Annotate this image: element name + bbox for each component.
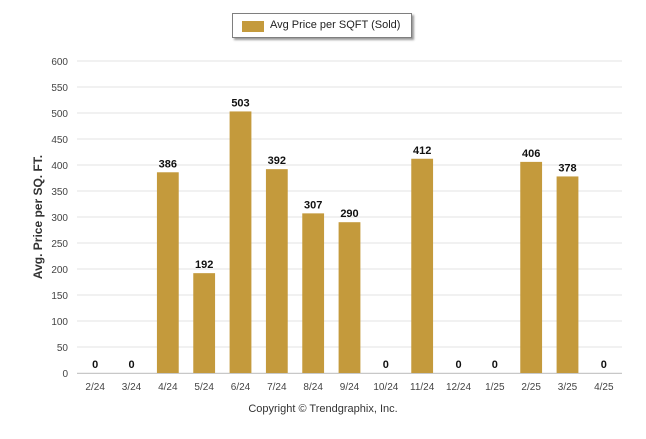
data-label: 378 [558,162,576,174]
copyright-footer: Copyright © Trendgraphix, Inc. [248,403,398,415]
x-tick-label: 4/24 [158,382,178,393]
legend: Avg Price per SQFT (Sold) [232,13,412,38]
y-tick-label: 350 [51,187,68,198]
data-label: 0 [92,359,98,371]
data-label: 0 [601,359,607,371]
bar [302,213,325,373]
legend-label: Avg Price per SQFT (Sold) [270,19,401,31]
y-tick-label: 550 [51,83,68,94]
data-label: 386 [159,158,177,170]
data-label: 0 [383,359,389,371]
y-tick-label: 50 [57,343,69,354]
legend-swatch [242,21,264,32]
y-tick-label: 300 [51,213,68,224]
x-tick-label: 4/25 [594,382,614,393]
y-tick-label: 200 [51,265,68,276]
x-tick-label: 11/24 [410,382,435,393]
data-label: 0 [492,359,498,371]
x-tick-label: 8/24 [303,382,323,393]
bar [193,273,216,373]
data-label: 192 [195,259,213,271]
x-tick-label: 6/24 [231,382,251,393]
y-axis-title: Avg. Price per SQ. FT. [31,155,45,279]
y-tick-label: 600 [51,57,68,68]
y-tick-label: 0 [62,369,68,380]
data-label: 0 [455,359,461,371]
x-tick-label: 2/25 [521,382,541,393]
x-tick-label: 9/24 [340,382,360,393]
y-tick-label: 100 [51,317,68,328]
x-tick-label: 10/24 [373,382,398,393]
data-label: 290 [340,208,358,220]
x-tick-label: 7/24 [267,382,287,393]
y-tick-label: 400 [51,161,68,172]
bar [265,169,288,373]
x-tick-label: 1/25 [485,382,505,393]
y-tick-label: 150 [51,291,68,302]
x-tick-label: 12/24 [446,382,471,393]
y-tick-label: 250 [51,239,68,250]
bar [156,172,179,373]
bar [229,111,252,373]
bar [520,161,543,373]
data-label: 503 [231,97,249,109]
y-tick-label: 450 [51,135,68,146]
x-tick-label: 3/24 [122,382,142,393]
x-tick-label: 2/24 [85,382,105,393]
y-tick-label: 500 [51,109,68,120]
data-label: 307 [304,199,322,211]
x-tick-label: 3/25 [558,382,578,393]
bar [411,158,434,373]
data-label: 0 [128,359,134,371]
x-tick-label: 5/24 [194,382,214,393]
bar [556,176,579,373]
data-label: 412 [413,145,431,157]
bar [338,222,361,373]
data-label: 392 [268,155,286,167]
data-label: 406 [522,148,540,160]
